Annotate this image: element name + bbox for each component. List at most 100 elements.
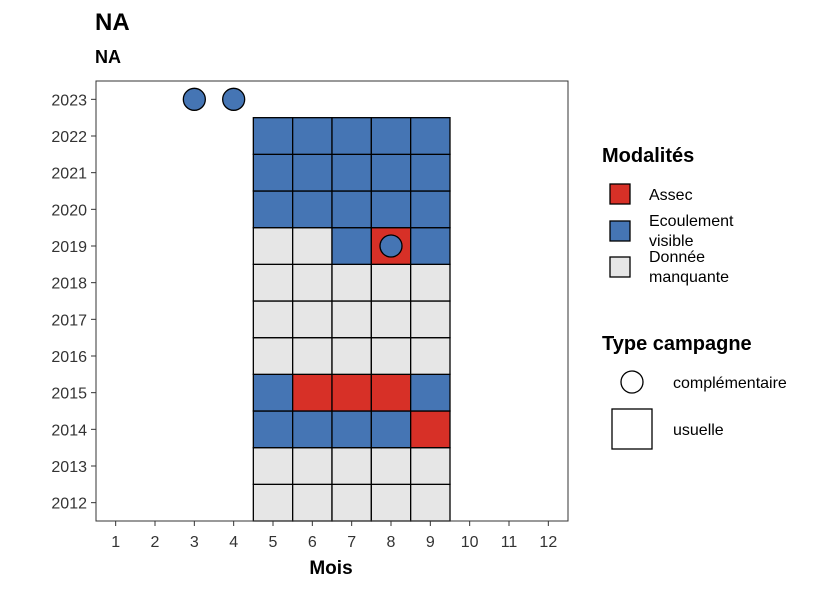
tile-2014-6 <box>292 410 333 449</box>
legend-label-donnee_manquante: manquante <box>649 269 729 286</box>
tile-2020-5 <box>252 190 294 229</box>
x-tick-label: 2 <box>151 534 160 551</box>
tile-2020-9 <box>410 190 451 229</box>
y-tick-label: 2013 <box>51 459 87 476</box>
legend-label-donnee_manquante: Donnée <box>649 249 705 266</box>
y-tick-label: 2018 <box>51 276 87 293</box>
tile-2012-7 <box>331 483 372 522</box>
tile-2013-6 <box>292 447 333 485</box>
plot-panel-border <box>95 80 569 522</box>
tile-2019-7 <box>331 227 372 265</box>
y-tick-label: 2012 <box>51 496 87 513</box>
tile-2022-6 <box>292 117 333 155</box>
tile-2015-7 <box>331 373 372 412</box>
x-axis: 1 2 3 4 5 6 7 8 9 10 11 12 <box>111 521 557 551</box>
tile-2017-7 <box>331 300 372 339</box>
tile-2020-8 <box>370 190 412 229</box>
tile-2014-7 <box>331 410 372 449</box>
tile-2014-9 <box>410 410 451 449</box>
x-tick-label: 7 <box>347 534 356 551</box>
tile-2014-5 <box>252 410 294 449</box>
tile-2019-9 <box>410 227 451 265</box>
y-axis: 2012 2013 2014 2015 2016 2017 2018 2019 2020 2021… <box>51 92 96 513</box>
y-tick-label: 2023 <box>51 92 87 109</box>
y-tick-label: 2016 <box>51 349 87 366</box>
tile-2013-5 <box>252 447 294 485</box>
x-tick-label: 8 <box>387 534 396 551</box>
x-tick-label: 6 <box>308 534 317 551</box>
x-axis-title: Mois <box>309 558 352 579</box>
tile-2012-9 <box>410 483 451 522</box>
x-tick-label: 4 <box>229 534 238 551</box>
tile-2022-7 <box>331 117 372 155</box>
x-tick-label: 12 <box>539 534 557 551</box>
tile-2021-6 <box>292 153 333 192</box>
tile-2017-6 <box>292 300 333 339</box>
tile-2016-9 <box>410 337 451 375</box>
chart-subtitle: NA <box>95 47 121 67</box>
y-tick-label: 2014 <box>51 422 87 439</box>
legend-label-ecoulement_visible: Ecoulement <box>649 213 734 230</box>
tile-2020-6 <box>292 190 333 229</box>
tile-2018-6 <box>292 263 333 302</box>
y-tick-label: 2020 <box>51 202 87 219</box>
tile-2013-9 <box>410 447 451 485</box>
legend-key-ecoulement_visible <box>609 220 631 242</box>
x-tick-label: 3 <box>190 534 199 551</box>
tile-2015-8 <box>370 373 412 412</box>
x-tick-label: 11 <box>501 534 518 551</box>
tile-2021-7 <box>331 153 372 192</box>
tile-2022-9 <box>410 117 451 155</box>
legend-key-usuelle <box>611 408 653 450</box>
y-tick-label: 2017 <box>51 312 87 329</box>
tile-2022-8 <box>370 117 412 155</box>
tile-2019-6 <box>292 227 333 265</box>
point-2023-4 <box>222 87 246 111</box>
tile-2018-8 <box>370 263 412 302</box>
legend-label-assec: Assec <box>649 187 693 204</box>
tile-2012-8 <box>370 483 412 522</box>
tile-2013-8 <box>370 447 412 485</box>
tile-2017-5 <box>252 300 294 339</box>
chart-title: NA <box>95 9 130 36</box>
legend-title-modalites: Modalités <box>602 145 694 167</box>
y-tick-label: 2021 <box>51 166 87 183</box>
y-tick-label: 2019 <box>51 239 87 256</box>
point-2023-3 <box>182 87 206 111</box>
x-tick-label: 5 <box>269 534 278 551</box>
tile-2015-5 <box>252 373 294 412</box>
legend-label-complementaire: complémentaire <box>673 375 787 392</box>
x-tick-label: 10 <box>461 534 479 551</box>
tile-2016-5 <box>252 337 294 375</box>
tiles-layer <box>252 117 451 522</box>
legend-type-campagne-entries: complémentaire usuelle <box>611 370 787 450</box>
tile-2015-9 <box>410 373 451 412</box>
legend-key-assec <box>609 183 631 205</box>
tile-2018-9 <box>410 263 451 302</box>
tile-2021-5 <box>252 153 294 192</box>
tile-2019-5 <box>252 227 294 265</box>
x-tick-label: 9 <box>426 534 435 551</box>
points-layer <box>182 87 403 258</box>
tile-2012-6 <box>292 483 333 522</box>
x-tick-label: 1 <box>111 534 120 551</box>
tile-2020-7 <box>331 190 372 229</box>
legend-key-donnee_manquante <box>609 256 631 278</box>
tile-2017-8 <box>370 300 412 339</box>
point-2019-8 <box>379 234 403 258</box>
tile-2018-7 <box>331 263 372 302</box>
y-tick-label: 2015 <box>51 386 87 403</box>
tile-2012-5 <box>252 483 294 522</box>
tile-2022-5 <box>252 117 294 155</box>
tile-2016-6 <box>292 337 333 375</box>
legend-title-type-campagne: Type campagne <box>602 333 752 355</box>
tile-2021-9 <box>410 153 451 192</box>
tile-2017-9 <box>410 300 451 339</box>
tile-2016-7 <box>331 337 372 375</box>
y-tick-label: 2022 <box>51 129 87 146</box>
tile-2013-7 <box>331 447 372 485</box>
tile-2018-5 <box>252 263 294 302</box>
